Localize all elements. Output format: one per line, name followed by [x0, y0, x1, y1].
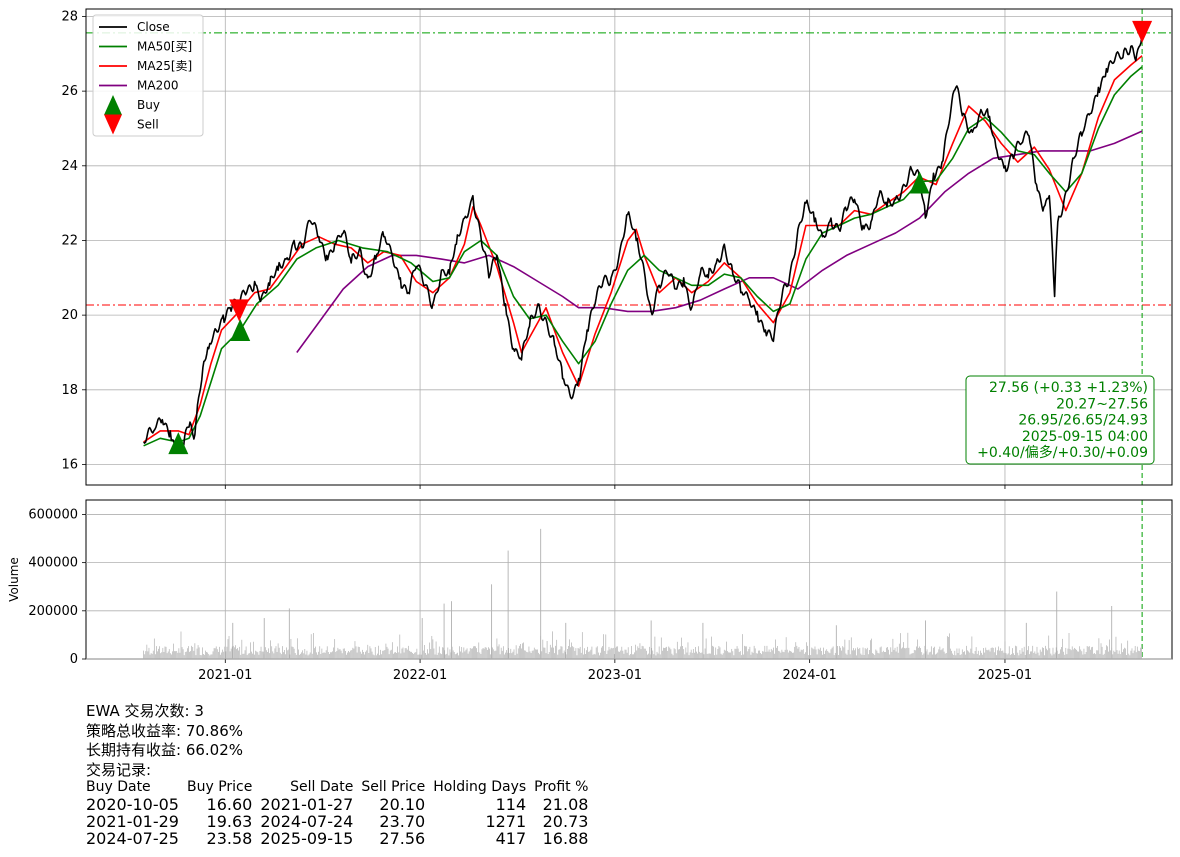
legend-swatch: [104, 114, 122, 135]
price-volume-chart: 16 18 20 22 24 26 28 Close MA50[买] MA25[卖] MA200 Bu…: [7, 8, 1173, 683]
series-close: [143, 32, 1143, 451]
buy-marker: [168, 432, 189, 455]
sell-price-cell: 20.10: [379, 795, 426, 814]
annotation-line: 20.27~27.56: [1056, 396, 1148, 412]
y-tick-label: 18: [61, 383, 78, 398]
legend-label: Close: [137, 20, 170, 34]
y-tick-label: 200000: [28, 604, 78, 619]
hold-return-text: 长期持有收益: 66.02%: [86, 741, 244, 759]
annotation-line: 2025-09-15 04:00: [1022, 429, 1148, 445]
sell-marker: [229, 299, 250, 322]
legend: Close MA50[买] MA25[卖] MA200 Buy Sell: [92, 14, 204, 137]
trade-row: 2021-01-29 19.63 2024-07-24 23.70 1271 2…: [86, 813, 592, 830]
header-holding-days: Holding Days: [433, 779, 527, 795]
sell-marker: [1132, 20, 1153, 43]
x-tick-label: 2025-01: [978, 668, 1032, 683]
legend-box: [92, 14, 204, 137]
buy-date-cell: 2020-10-05: [86, 795, 179, 814]
y-tick-label: 20: [61, 308, 78, 323]
volume-axis-label: Volume: [7, 557, 21, 602]
volume-axes-frame: [85, 499, 1173, 660]
volume-bars: [143, 528, 1142, 659]
buy-date-cell: 2024-07-25: [86, 829, 179, 848]
trade-row: 2020-10-05 16.60 2021-01-27 20.10 114 21…: [86, 796, 592, 813]
trade-count-text: EWA 交易次数: 3: [86, 702, 204, 720]
trade-header-row: Buy Date Buy Price Sell Date Sell Price …: [86, 779, 592, 796]
holding-days-cell: 114: [495, 795, 527, 814]
header-buy-date: Buy Date: [86, 779, 151, 795]
legend-swatch: [104, 95, 122, 115]
legend-label: MA200: [137, 79, 178, 93]
y-tick-label: 28: [61, 9, 78, 24]
profit-cell: 20.73: [542, 812, 589, 831]
profit-cell: 16.88: [542, 829, 589, 848]
y-tick-label: 24: [61, 159, 78, 174]
strategy-summary: EWA 交易次数: 3 策略总收益率: 70.86% 长期持有收益: 66.02…: [86, 702, 243, 780]
price-annotation: 27.56 (+0.33 +1.23%)20.27~27.5626.95/26.…: [965, 375, 1155, 465]
sell-price-cell: 23.70: [379, 812, 426, 831]
header-profit: Profit %: [534, 779, 589, 795]
sell-date-cell: 2024-07-24: [260, 812, 354, 831]
y-tick-label: 0: [70, 652, 78, 667]
volume-panel: 2021-01 2022-01 2023-01 2024-01 2025-01 0 2000…: [7, 499, 1173, 683]
y-tick-label: 600000: [28, 507, 78, 522]
trade-table: Buy Date Buy Price Sell Date Sell Price …: [86, 779, 592, 847]
y-tick-label: 16: [61, 457, 78, 472]
legend-label: MA25[卖]: [137, 59, 192, 73]
legend-label: Buy: [137, 98, 160, 112]
y-tick-label: 26: [61, 84, 78, 99]
annotation-line: 27.56 (+0.33 +1.23%): [989, 380, 1148, 396]
legend-label: Sell: [137, 118, 159, 132]
buy-date-cell: 2021-01-29: [86, 812, 179, 831]
price-axes-frame: [85, 8, 1173, 486]
x-tick-label: 2022-01: [393, 668, 447, 683]
buy-marker: [230, 318, 251, 341]
profit-cell: 21.08: [542, 795, 589, 814]
annotation-line: 26.95/26.65/24.93: [1018, 413, 1148, 429]
holding-days-cell: 417: [495, 829, 527, 848]
buy-marker: [909, 171, 930, 194]
buy-price-cell: 23.58: [206, 829, 253, 848]
sell-date-cell: 2021-01-27: [260, 795, 354, 814]
series-ma50: [143, 66, 1143, 447]
buy-price-cell: 16.60: [206, 795, 253, 814]
records-title: 交易记录:: [86, 760, 152, 779]
strategy-return-text: 策略总收益率: 70.86%: [86, 721, 244, 740]
trade-records: Buy Date Buy Price Sell Date Sell Price …: [86, 779, 592, 847]
sell-price-cell: 27.56: [379, 829, 426, 848]
annotation-line: +0.40/偏多/+0.30/+0.09: [977, 444, 1148, 461]
series-ma25: [143, 55, 1143, 443]
annotation-box: [965, 375, 1155, 465]
x-tick-label: 2021-01: [198, 668, 252, 683]
legend-label: MA50[买]: [137, 40, 192, 54]
header-sell-date: Sell Date: [290, 779, 354, 795]
sell-date-cell: 2025-09-15: [260, 829, 354, 848]
y-tick-label: 400000: [28, 556, 78, 571]
y-tick-label: 22: [61, 233, 78, 248]
price-panel: 16 18 20 22 24 26 28 Close MA50[买] MA25[卖] MA200 Bu…: [61, 8, 1173, 489]
trade-row: 2024-07-25 23.58 2025-09-15 27.56 417 16…: [86, 830, 592, 847]
buy-price-cell: 19.63: [206, 812, 253, 831]
holding-days-cell: 1271: [485, 812, 527, 831]
x-tick-label: 2023-01: [588, 668, 642, 683]
series-ma200: [296, 130, 1143, 353]
header-buy-price: Buy Price: [186, 779, 253, 795]
x-tick-label: 2024-01: [782, 668, 836, 683]
header-sell-price: Sell Price: [361, 779, 426, 795]
